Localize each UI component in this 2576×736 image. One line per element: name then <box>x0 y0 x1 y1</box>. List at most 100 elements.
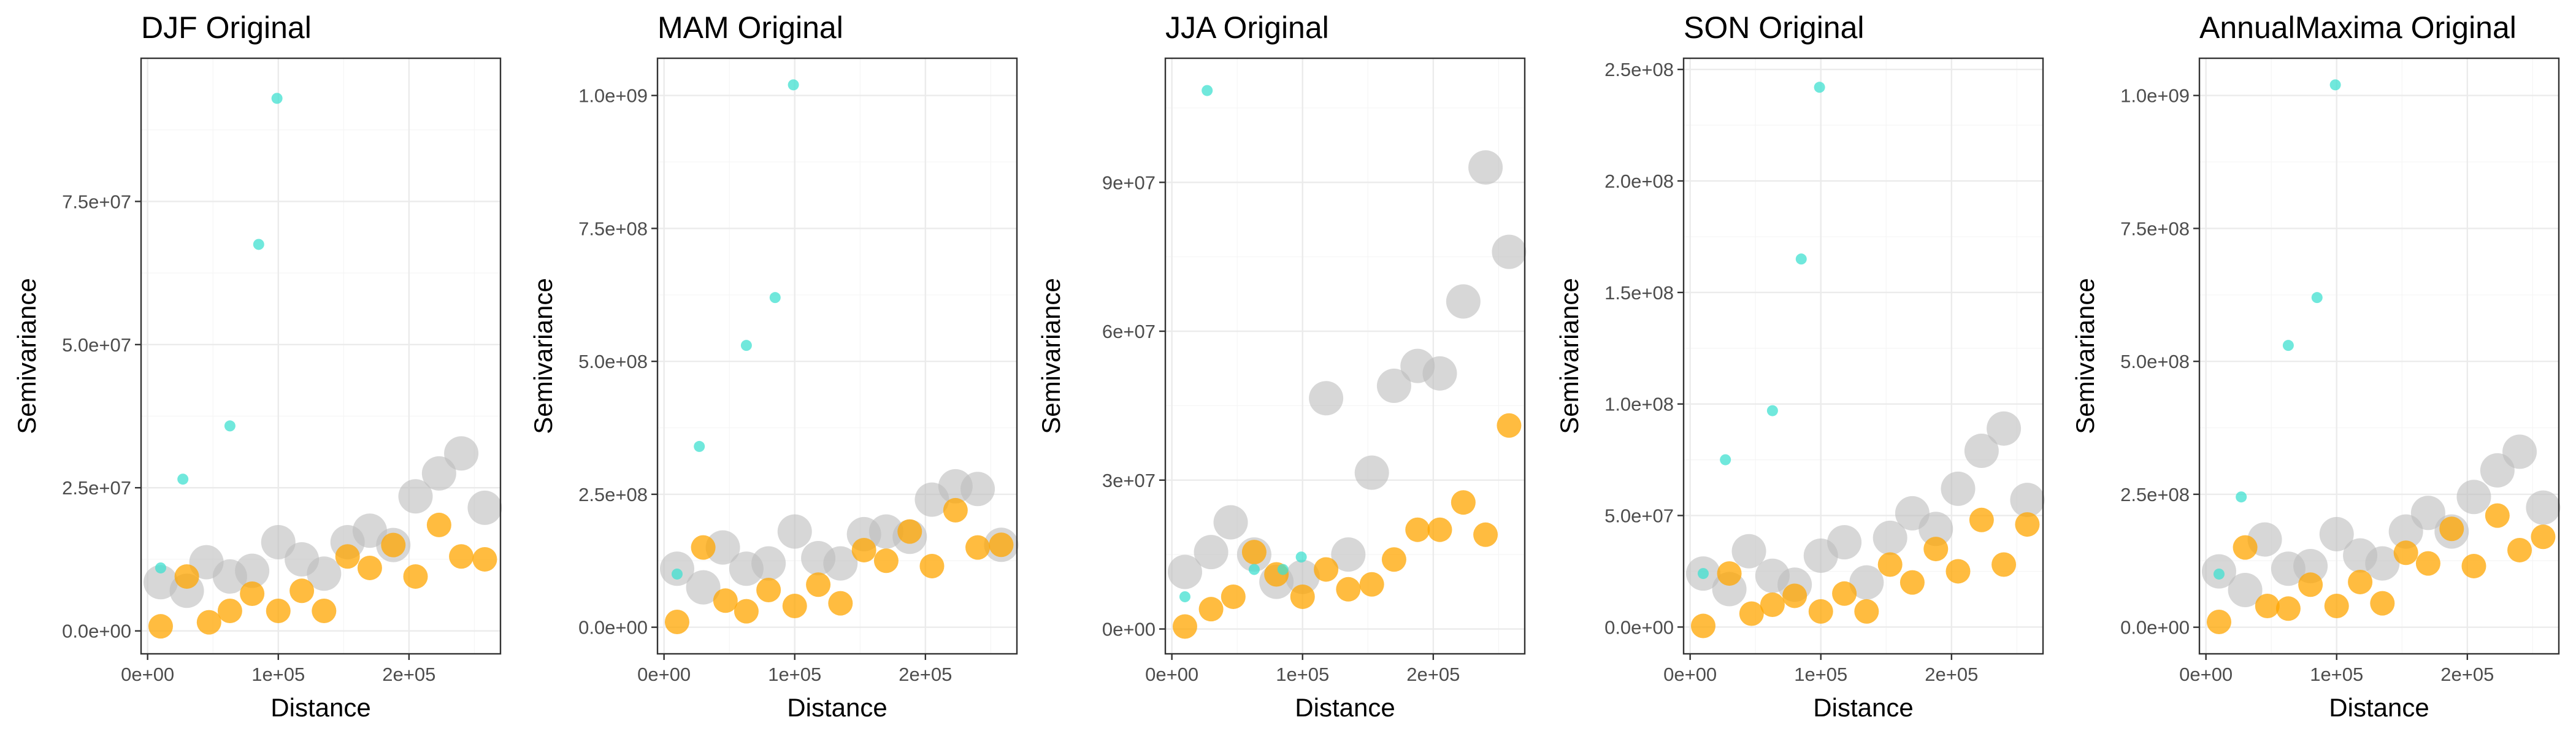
x-tick-label: 1e+05 <box>1276 664 1329 685</box>
data-point <box>2393 540 2418 565</box>
data-point <box>919 553 945 578</box>
data-point <box>307 556 342 591</box>
x-tick-label: 1e+05 <box>768 664 821 685</box>
y-axis-title: Semivariance <box>2071 278 2099 434</box>
x-tick-label: 2e+05 <box>899 664 952 685</box>
x-axis-title: Distance <box>1813 693 1913 722</box>
data-point <box>1720 454 1731 466</box>
panel-border <box>1682 57 2044 655</box>
data-point <box>2319 516 2354 551</box>
data-point <box>2410 496 2445 531</box>
data-point <box>694 440 705 452</box>
x-tick-label: 2e+05 <box>1925 664 1978 685</box>
y-axis-title: Semivariance <box>529 278 558 434</box>
y-tick-label: 6e+07 <box>1102 321 1156 342</box>
x-axis-title: Distance <box>270 693 370 722</box>
data-point <box>1290 584 1315 609</box>
data-point <box>421 456 456 491</box>
y-tick-label: 2.5e+08 <box>1604 59 1674 80</box>
x-tick-label: 0e+00 <box>1663 664 1717 685</box>
data-point <box>1739 601 1764 626</box>
data-point <box>1941 471 1976 506</box>
data-point <box>1497 413 1522 438</box>
data-point <box>1766 405 1778 416</box>
data-point <box>1760 592 1785 617</box>
data-point <box>2502 434 2537 469</box>
data-point <box>240 581 265 606</box>
data-point <box>782 593 807 618</box>
data-point <box>2456 480 2491 515</box>
data-point <box>823 546 858 581</box>
data-point <box>1832 581 1857 606</box>
data-point <box>1295 551 1307 563</box>
data-point <box>357 555 382 580</box>
data-point <box>1248 564 1260 575</box>
data-point <box>1194 535 1229 570</box>
y-tick-label: 0.0e+00 <box>1604 616 1674 638</box>
x-axis-title: Distance <box>787 693 887 722</box>
data-point <box>851 537 876 562</box>
data-point <box>1849 565 1884 600</box>
y-tick-label: 5.0e+07 <box>62 334 131 356</box>
data-point <box>2275 596 2301 621</box>
y-tick-label: 0.0e+00 <box>62 621 131 642</box>
data-point <box>1179 591 1190 602</box>
data-point <box>224 420 236 432</box>
data-point <box>1241 540 1267 565</box>
y-axis-title: Semivariance <box>1037 278 1065 434</box>
data-point <box>1697 568 1709 580</box>
data-point <box>1873 520 1907 555</box>
data-point <box>2370 591 2395 616</box>
data-point <box>2329 79 2341 91</box>
y-tick-label: 7.5e+08 <box>578 218 648 239</box>
data-point <box>2485 503 2510 528</box>
data-point <box>713 588 738 613</box>
data-point <box>398 479 433 514</box>
y-tick-label: 2.5e+08 <box>2120 484 2190 505</box>
data-point <box>1945 559 1971 584</box>
data-point <box>426 512 451 537</box>
data-point <box>1422 356 1457 391</box>
data-point <box>2233 535 2258 560</box>
x-tick-label: 2e+05 <box>1406 664 1460 685</box>
y-tick-label: 7.5e+08 <box>2120 218 2190 239</box>
data-point <box>403 564 428 589</box>
data-point <box>467 490 502 525</box>
data-point <box>740 340 752 351</box>
x-tick-label: 1e+05 <box>2310 664 2363 685</box>
y-tick-label: 5.0e+07 <box>1604 505 1674 527</box>
chart-title: DJF Original <box>141 10 312 45</box>
data-point <box>261 524 296 559</box>
data-point <box>148 614 173 639</box>
data-point <box>1919 512 1953 546</box>
data-point <box>174 564 199 589</box>
x-axis-title: Distance <box>2329 693 2429 722</box>
data-point <box>1473 522 1498 547</box>
data-point <box>1923 537 1949 562</box>
x-tick-label: 1e+05 <box>251 664 305 685</box>
data-point <box>1717 561 1742 586</box>
data-point <box>444 436 479 471</box>
data-point <box>1808 599 1833 624</box>
data-point <box>1309 381 1344 416</box>
x-tick-label: 0e+00 <box>2179 664 2233 685</box>
y-tick-label: 7.5e+07 <box>62 191 131 212</box>
data-point <box>271 93 283 104</box>
data-point <box>1987 411 2022 446</box>
data-point <box>2311 292 2323 304</box>
data-point <box>1198 597 1224 622</box>
data-point <box>253 239 264 250</box>
y-tick-label: 1.0e+09 <box>578 85 648 107</box>
y-axis-title: Semivariance <box>1555 278 1584 434</box>
panel-border <box>656 57 1018 655</box>
y-tick-label: 2.5e+07 <box>62 477 131 499</box>
data-point <box>1202 85 1213 96</box>
data-point <box>1814 82 1825 93</box>
data-point <box>1964 434 1999 469</box>
chart-title: MAM Original <box>657 10 843 45</box>
chart-panel-4: 0e+00 1e+05 2e+05 0.0e+00 5.0e+07 1.0e+08 1.5e… <box>1555 10 2045 722</box>
data-point <box>664 609 689 634</box>
x-tick-label: 0e+00 <box>637 664 691 685</box>
data-point <box>828 591 853 616</box>
